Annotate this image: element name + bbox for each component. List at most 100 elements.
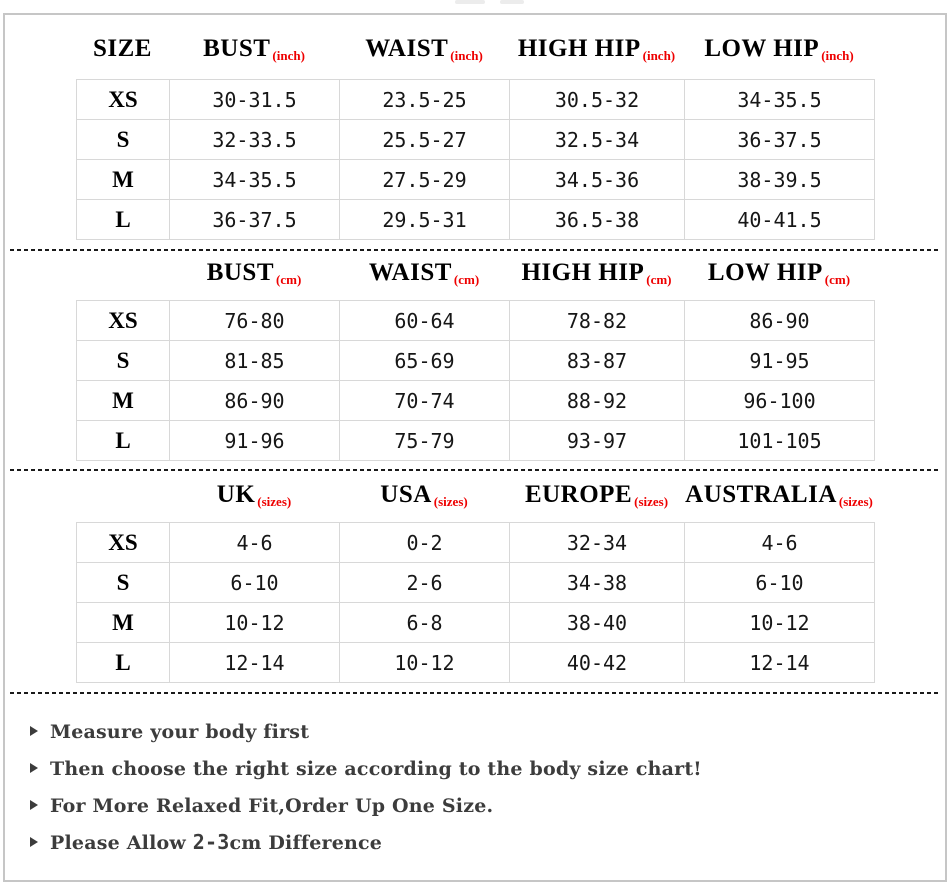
value-cell: 32-33.5 bbox=[169, 119, 340, 160]
column-header-label: HIGH HIP bbox=[517, 34, 641, 62]
value-cell: 91-96 bbox=[169, 420, 340, 461]
value-cell: 93-97 bbox=[509, 420, 685, 461]
column-header-bust-inch: BUST (inch) bbox=[169, 35, 339, 64]
size-cell: L bbox=[76, 199, 170, 240]
triangle-bullet-icon bbox=[30, 762, 38, 773]
table-row: L 36-37.5 29.5-31 36.5-38 40-41.5 bbox=[76, 199, 875, 240]
column-header-label: SIZE bbox=[93, 35, 152, 62]
table-row: S 81-85 65-69 83-87 91-95 bbox=[76, 340, 875, 381]
value-cell: 36.5-38 bbox=[509, 199, 685, 240]
unit-label: (inch) bbox=[272, 47, 305, 63]
column-header-label: USA bbox=[380, 480, 432, 508]
value-cell: 34.5-36 bbox=[509, 159, 685, 200]
value-cell: 32.5-34 bbox=[509, 119, 685, 160]
value-cell: 4-6 bbox=[169, 522, 340, 563]
table-row: S 6-10 2-6 34-38 6-10 bbox=[76, 562, 875, 603]
value-cell: 32-34 bbox=[509, 522, 685, 563]
triangle-bullet-icon bbox=[30, 836, 38, 847]
note-text: Then choose the right size according to … bbox=[50, 756, 702, 780]
note-text: For More Relaxed Fit,Order Up One Size. bbox=[50, 793, 493, 817]
dashed-divider bbox=[10, 692, 940, 694]
column-header-label: WAIST bbox=[368, 258, 452, 286]
size-table-cm: XS 76-80 60-64 78-82 86-90 S 81-85 65-69… bbox=[76, 300, 875, 461]
unit-label: (sizes) bbox=[257, 493, 292, 509]
note-text-part: Then choose the right size according to … bbox=[50, 757, 702, 780]
column-header-label: WAIST bbox=[365, 34, 449, 62]
value-cell: 91-95 bbox=[684, 340, 875, 381]
cm-header-row: BUST (cm) WAIST (cm) HIGH HIP (cm) LOW HIP(… bbox=[76, 257, 874, 289]
value-cell: 76-80 bbox=[169, 300, 340, 341]
value-cell: 96-100 bbox=[684, 380, 875, 421]
size-table-international: XS 4-6 0-2 32-34 4-6 S 6-10 2-6 34-38 6-… bbox=[76, 522, 875, 683]
unit-label: (inch) bbox=[821, 47, 854, 63]
size-cell: XS bbox=[76, 79, 170, 120]
value-cell: 4-6 bbox=[684, 522, 875, 563]
triangle-bullet-icon bbox=[30, 799, 38, 810]
size-cell: L bbox=[76, 420, 170, 461]
column-header-europe: EUROPE (sizes) bbox=[509, 481, 684, 510]
column-header-waist-inch: WAIST (inch) bbox=[339, 35, 509, 64]
value-cell: 6-10 bbox=[684, 562, 875, 603]
value-cell: 25.5-27 bbox=[339, 119, 510, 160]
dashed-divider bbox=[10, 469, 940, 471]
value-cell: 70-74 bbox=[339, 380, 510, 421]
size-cell: M bbox=[76, 602, 170, 643]
table-row: XS 4-6 0-2 32-34 4-6 bbox=[76, 522, 875, 563]
note-item: Then choose the right size according to … bbox=[30, 749, 945, 786]
value-cell: 6-10 bbox=[169, 562, 340, 603]
value-cell: 88-92 bbox=[509, 380, 685, 421]
note-item: Please Allow 2-3cm Difference bbox=[30, 823, 945, 860]
column-header-high-hip-inch: HIGH HIP (inch) bbox=[509, 35, 684, 64]
size-cell: S bbox=[76, 562, 170, 603]
column-header-low-hip-inch: LOW HIP (inch) bbox=[684, 35, 874, 64]
column-header-bust-cm: BUST (cm) bbox=[169, 259, 339, 288]
value-cell: 30.5-32 bbox=[509, 79, 685, 120]
value-cell: 34-38 bbox=[509, 562, 685, 603]
table-row: S 32-33.5 25.5-27 32.5-34 36-37.5 bbox=[76, 119, 875, 160]
value-cell: 75-79 bbox=[339, 420, 510, 461]
value-cell: 86-90 bbox=[169, 380, 340, 421]
value-cell: 30-31.5 bbox=[169, 79, 340, 120]
value-cell: 27.5-29 bbox=[339, 159, 510, 200]
note-item: For More Relaxed Fit,Order Up One Size. bbox=[30, 786, 945, 823]
column-header-label: HIGH HIP bbox=[521, 258, 645, 286]
unit-label: (sizes) bbox=[634, 493, 669, 509]
note-text-part: Please Allow bbox=[50, 831, 193, 854]
column-header-label: LOW HIP bbox=[707, 258, 823, 286]
table-row: M 86-90 70-74 88-92 96-100 bbox=[76, 380, 875, 421]
value-cell: 0-2 bbox=[339, 522, 510, 563]
size-cell: M bbox=[76, 380, 170, 421]
value-cell: 40-42 bbox=[509, 642, 685, 683]
dashed-divider bbox=[10, 249, 940, 251]
value-cell: 60-64 bbox=[339, 300, 510, 341]
size-cell: XS bbox=[76, 300, 170, 341]
value-cell: 6-8 bbox=[339, 602, 510, 643]
value-cell: 34-35.5 bbox=[169, 159, 340, 200]
value-cell: 81-85 bbox=[169, 340, 340, 381]
international-header-row: UK (sizes) USA (sizes) EUROPE (sizes) AUSTR… bbox=[76, 479, 874, 511]
note-text: Measure your body first bbox=[50, 719, 309, 743]
column-header-waist-cm: WAIST (cm) bbox=[339, 259, 509, 288]
unit-label: (sizes) bbox=[433, 493, 468, 509]
value-cell: 23.5-25 bbox=[339, 79, 510, 120]
value-cell: 36-37.5 bbox=[684, 119, 875, 160]
notes: Measure your body first Then choose the … bbox=[30, 712, 945, 860]
size-table-inches: XS 30-31.5 23.5-25 30.5-32 34-35.5 S 32-… bbox=[76, 79, 875, 240]
note-text-part: Measure your body first bbox=[50, 720, 310, 743]
unit-label: (inch) bbox=[450, 47, 483, 63]
unit-label: (sizes) bbox=[838, 493, 873, 509]
value-cell: 10-12 bbox=[684, 602, 875, 643]
table-row: L 91-96 75-79 93-97 101-105 bbox=[76, 420, 875, 461]
note-item: Measure your body first bbox=[30, 712, 945, 749]
value-cell: 65-69 bbox=[339, 340, 510, 381]
unit-label: (inch) bbox=[642, 47, 676, 63]
note-text: Please Allow 2-3cm Difference bbox=[50, 830, 382, 854]
value-cell: 86-90 bbox=[684, 300, 875, 341]
unit-label: (cm) bbox=[646, 271, 672, 287]
column-header-label: BUST bbox=[203, 34, 271, 62]
table-row: XS 30-31.5 23.5-25 30.5-32 34-35.5 bbox=[76, 79, 875, 120]
size-cell: S bbox=[76, 119, 170, 160]
column-header-uk: UK (sizes) bbox=[169, 481, 339, 510]
table-row: M 34-35.5 27.5-29 34.5-36 38-39.5 bbox=[76, 159, 875, 200]
